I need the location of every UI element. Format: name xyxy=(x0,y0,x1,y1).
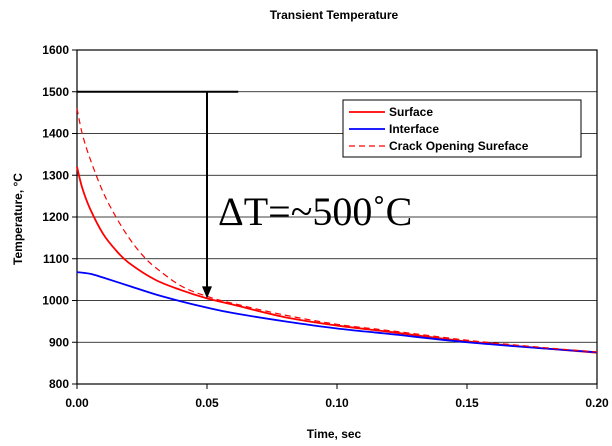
y-tick-label: 1300 xyxy=(42,168,69,182)
x-tick-label: 0.10 xyxy=(325,396,349,410)
x-ticks: 0.00 0.05 0.10 0.15 0.20 xyxy=(65,384,609,410)
y-tick-label: 1200 xyxy=(42,210,69,224)
delta-arrow-head xyxy=(202,286,212,299)
chart-title: Transient Temperature xyxy=(270,8,399,22)
x-tick-label: 0.05 xyxy=(195,396,219,410)
legend-label: Interface xyxy=(389,122,439,136)
y-axis-label: Temperature, °C xyxy=(11,173,25,265)
y-tick-label: 1400 xyxy=(42,127,69,141)
y-tick-label: 1500 xyxy=(42,85,69,99)
series-group xyxy=(76,108,598,354)
legend: Surface Interface Crack Opening Sureface xyxy=(342,99,582,158)
y-tick-label: 1600 xyxy=(42,43,69,57)
series-line-interface xyxy=(76,271,598,354)
x-tick-label: 0.20 xyxy=(585,396,609,410)
y-tick-label: 800 xyxy=(49,377,69,391)
x-tick-label: 0.15 xyxy=(455,396,479,410)
y-ticks: 800 900 1000 1100 1200 1300 1400 1500 1600 xyxy=(42,43,77,391)
series-line-surface xyxy=(76,166,598,354)
legend-label: Crack Opening Sureface xyxy=(389,139,529,153)
x-tick-label: 0.00 xyxy=(65,396,89,410)
x-axis-label: Time, sec xyxy=(307,427,362,441)
y-tick-label: 900 xyxy=(49,335,69,349)
annotation-group: ΔT=~500˚C xyxy=(77,90,412,299)
legend-label: Surface xyxy=(389,105,433,119)
y-tick-label: 1100 xyxy=(43,252,69,266)
y-tick-label: 1000 xyxy=(42,294,69,308)
delta-t-annotation: ΔT=~500˚C xyxy=(218,189,412,234)
series-line-crack-opening-sureface xyxy=(76,108,598,353)
